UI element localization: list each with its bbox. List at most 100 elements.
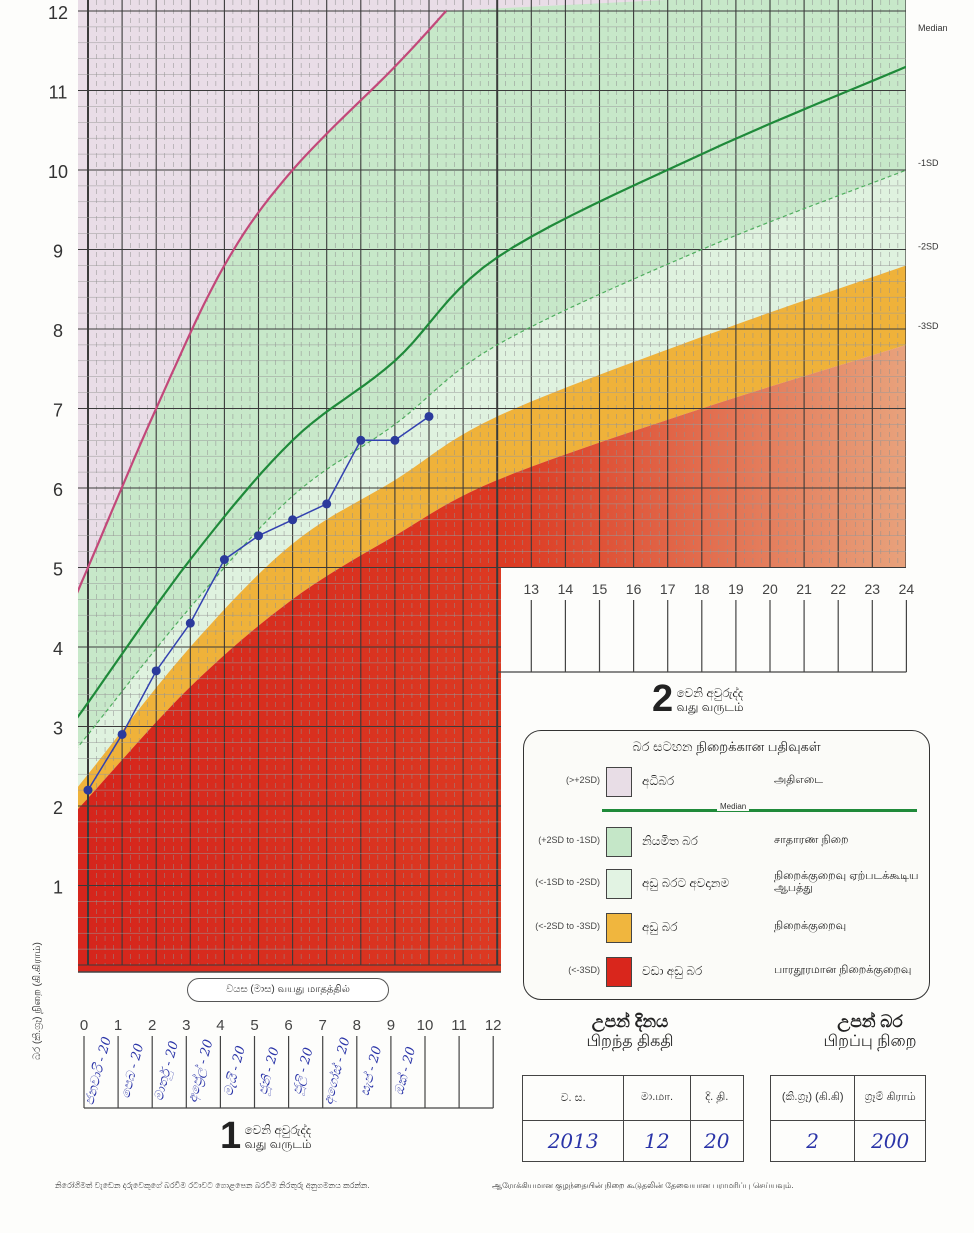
x-tick-label: 13 <box>524 581 540 597</box>
lower-left-panel <box>0 972 501 1233</box>
birth-weight-title-si: උපන් බර <box>837 1012 903 1031</box>
x-tick-label: 14 <box>558 581 574 597</box>
sd-label: -3SD <box>918 321 939 331</box>
y-tick-label: 12 <box>48 3 68 23</box>
underweight-zone <box>78 265 906 809</box>
y-tick-label: 1 <box>53 878 63 898</box>
y-tick-label: 10 <box>48 162 68 182</box>
year1-label: 1 වෙනි අවුරුද්ද வது வருடம் <box>220 1115 312 1158</box>
y-tick-label: 4 <box>53 639 63 659</box>
x-tick-label: 2 <box>148 1017 156 1034</box>
child-weight-point <box>322 499 332 509</box>
y-axis-label: බර (කි.ග්‍රෑ) நிறை (கி.கிராம்) <box>31 942 43 1060</box>
plus2sd-line <box>78 10 447 594</box>
child-weight-points <box>83 411 434 795</box>
x-tick-label: 9 <box>387 1017 395 1034</box>
x-tick-label: 10 <box>417 1017 434 1034</box>
sd-labels: Median -1SD -2SD -3SD <box>918 23 948 331</box>
child-weight-point <box>219 555 229 565</box>
birth-date-title: උපන් දිනය பிறந்த திகதி <box>540 1012 720 1052</box>
child-weight-point <box>390 435 400 445</box>
year1-ta: வது வருடம் <box>244 1136 312 1151</box>
legend-ta: அதிஎடை <box>774 774 823 786</box>
birth-g-header: ග්‍රෑම් கிராம் <box>854 1075 926 1121</box>
birth-day-value: 20 <box>689 1120 745 1162</box>
legend-row-overweight: (>+2SD) අධිබර அதிஎடை <box>524 765 929 799</box>
legend-title: බර සටහන நிறைக்கான பதிவுகள் <box>632 739 821 754</box>
year2-columns <box>496 600 908 673</box>
child-weight-point <box>117 729 127 739</box>
legend-si: අධිබර <box>642 774 675 788</box>
legend-code: (+2SD to -1SD) <box>538 835 600 845</box>
legend-row-underweight: (<-2SD to -3SD) අඩු බර நிறைக்குறைவு <box>524 911 929 945</box>
x-tick-label: 7 <box>319 1017 327 1034</box>
child-weight-point <box>288 515 298 525</box>
birth-weight-title: උපන් බර பிறப்பு நிறை <box>780 1012 960 1052</box>
legend-swatch <box>606 827 632 857</box>
x-tick-label: 17 <box>660 581 676 597</box>
legend-median-label: Median <box>717 802 750 811</box>
legend-swatch <box>606 767 632 797</box>
normal-zone <box>78 0 906 747</box>
note-sinhala: නිරෝගිමත් වැඩෙන දරුවෙකුගේ බරවිම රටාවට ගො… <box>55 1181 370 1190</box>
x-tick-label: 12 <box>485 1017 502 1034</box>
x-tick-label: 19 <box>728 581 744 597</box>
x-tick-label: 5 <box>250 1017 258 1034</box>
y-tick-label: 6 <box>53 480 63 500</box>
birth-day-header: දි. தி. <box>689 1075 745 1121</box>
x-axis-unit-label: වයස (මාස) வயது மாதத்தில் <box>187 978 389 1002</box>
year1-number: 1 <box>220 1115 242 1157</box>
sd-label: -2SD <box>918 242 939 252</box>
y-tick-label: 5 <box>53 560 63 580</box>
x-tick-label: 23 <box>865 581 881 597</box>
year2-ta: வது வருடம் <box>676 699 744 714</box>
legend-code: (<-3SD) <box>568 965 600 975</box>
legend-si: අඩු බරට අවදානම <box>642 876 730 890</box>
x-tick-labels-year2: 13 14 15 16 17 18 19 20 21 22 23 24 <box>524 581 915 597</box>
y-tick-label: 9 <box>53 242 63 262</box>
legend-swatch <box>606 913 632 943</box>
birth-date-title-si: උපන් දිනය <box>591 1012 669 1031</box>
legend-ta: நிறைக்குறைவு ஏற்படக்கூடிய ஆபத்து <box>774 870 919 894</box>
child-weight-point <box>254 531 263 541</box>
child-weight-point <box>356 435 366 445</box>
legend-ta: நிறைக்குறைவு <box>774 920 847 932</box>
birth-date-title-ta: பிறந்த திகதி <box>586 1033 674 1050</box>
median-line <box>78 65 906 719</box>
risk-zone <box>78 170 906 787</box>
legend-row-severe: (<-3SD) වඩා අඩු බර பாரதூரமான நிறைக்குறைவ… <box>524 955 929 989</box>
x-tick-label: 6 <box>284 1017 292 1034</box>
legend-code: (<-1SD to -2SD) <box>535 877 600 887</box>
year2-si: වෙනි අවුරුද්ද <box>676 685 744 700</box>
sd-label: Median <box>918 23 948 33</box>
legend-swatch <box>606 957 632 987</box>
x-tick-label: 21 <box>796 581 812 597</box>
x-tick-label: 0 <box>80 1017 88 1034</box>
x-tick-label: 20 <box>762 581 778 597</box>
y-tick-label: 7 <box>53 401 63 421</box>
x-tick-label: 24 <box>899 581 915 597</box>
y-tick-label: 8 <box>53 321 63 341</box>
birth-date-table: ව. ස. මා.மா. දි. தி. 2013 12 20 <box>521 1075 745 1162</box>
child-weight-point <box>185 618 195 628</box>
birth-weight-table: (කි.ග්‍රෑ) (கி.கி) ග්‍රෑම් கிராம் 2 200 <box>769 1075 926 1162</box>
year1-si: වෙනි අවුරුද්ද <box>244 1122 312 1137</box>
x-tick-label: 22 <box>830 581 846 597</box>
y-tick-label: 3 <box>53 719 63 739</box>
birth-weight-title-ta: பிறப்பு நிறை <box>823 1033 917 1050</box>
legend-si: වඩා අඩු බර <box>642 964 703 978</box>
child-weight-point <box>151 666 161 676</box>
x-tick-label: 11 <box>451 1017 467 1034</box>
x-tick-label: 8 <box>353 1017 361 1034</box>
legend-si: අඩු බර <box>642 920 678 934</box>
legend-ta: பாரதூரமான நிறைக்குறைவு <box>774 964 912 976</box>
y-tick-label: 11 <box>49 83 68 103</box>
birth-kg-header: (කි.ග්‍රෑ) (கி.கி) <box>769 1075 856 1121</box>
legend-median-line: Median <box>602 802 917 812</box>
legend-code: (<-2SD to -3SD) <box>535 921 600 931</box>
legend: බර සටහන நிறைக்கான பதிவுகள் (>+2SD) අධිබර… <box>523 730 930 1000</box>
x-tick-label: 3 <box>182 1017 190 1034</box>
y-tick-label: 2 <box>53 798 63 818</box>
year2-number: 2 <box>652 678 674 720</box>
